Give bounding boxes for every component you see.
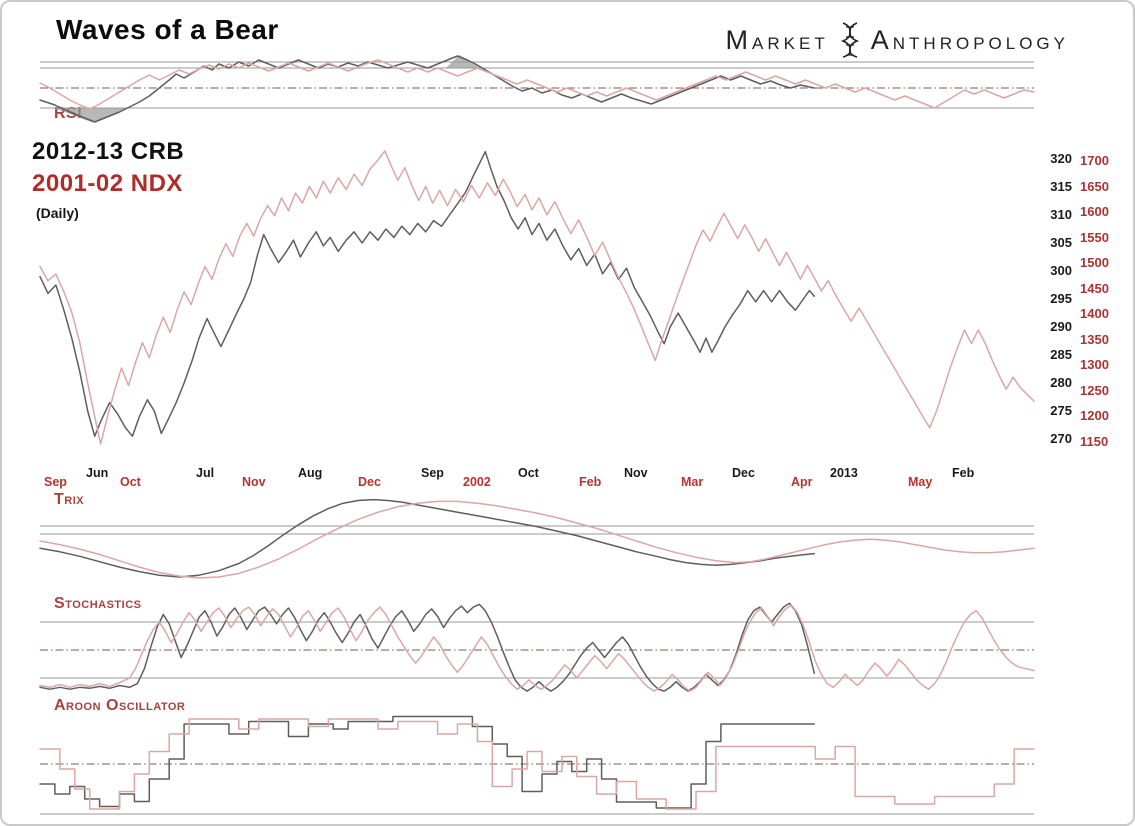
legend-frequency: (Daily) bbox=[36, 205, 79, 221]
x-axis-labels: Sep Jun Oct Jul Nov Aug Dec Sep 2002 Oct Feb Nov Mar… bbox=[2, 464, 1133, 490]
x-axis-label-nov: Nov bbox=[624, 466, 648, 480]
x-axis-label-apr: Apr bbox=[791, 475, 813, 489]
aroon-panel-label: Aroon Oscillator bbox=[54, 697, 186, 714]
2001-02-ndx-rsi-line bbox=[39, 59, 1035, 110]
x-axis-label-2002: 2002 bbox=[463, 475, 491, 489]
brand-rest-market: ARKET bbox=[752, 33, 829, 53]
trix-panel bbox=[39, 490, 1035, 590]
x-axis-label-mar: Mar bbox=[681, 475, 704, 489]
ndx-axis-value: 1500 bbox=[1080, 255, 1109, 270]
rsi-panel bbox=[39, 55, 1035, 130]
2001-02-ndx-line bbox=[39, 150, 1035, 445]
ndx-axis-value: 1300 bbox=[1080, 357, 1109, 372]
ndx-axis-value: 1400 bbox=[1080, 306, 1109, 321]
ndx-axis-value: 1600 bbox=[1080, 204, 1109, 219]
2012-13-crb-stochastics-line bbox=[39, 602, 816, 692]
x-axis-label-jul: Jul bbox=[196, 466, 215, 480]
stochastics-panel bbox=[39, 598, 1035, 696]
x-axis-label-2013: 2013 bbox=[830, 466, 858, 480]
stochastics-panel-label: Stochastics bbox=[54, 595, 142, 612]
brand-cap-m: M bbox=[725, 24, 753, 55]
chart-legend: 2012-13 CRB 2001-02 NDX (Daily) bbox=[32, 138, 184, 221]
ndx-axis-value: 1250 bbox=[1080, 382, 1109, 398]
legend-crb: 2012-13 CRB bbox=[32, 138, 185, 165]
2012-13-crb-line bbox=[39, 150, 816, 437]
crb-axis-value: 315 bbox=[1050, 179, 1072, 194]
crb-axis-value: 305 bbox=[1050, 235, 1072, 250]
rsi-shaded-area bbox=[51, 108, 128, 122]
2001-02-ndx-aroon-oscillator-line bbox=[39, 718, 1035, 810]
2012-13-crb-aroon-oscillator-line bbox=[39, 715, 816, 809]
brand-cap-a: A bbox=[870, 24, 893, 55]
ndx-axis-value: 1450 bbox=[1080, 280, 1109, 296]
stochastics-chart bbox=[39, 602, 1035, 692]
aroon-panel bbox=[39, 702, 1035, 817]
x-axis-label-nov: Nov bbox=[242, 475, 266, 489]
trix-chart bbox=[39, 498, 1035, 579]
x-axis-label-sep: Sep bbox=[44, 475, 67, 489]
ndx-axis-value: 1150 bbox=[1080, 433, 1109, 449]
brand-rest-anthropology: NTHROPOLOGY bbox=[892, 33, 1069, 53]
2012-13-crb-trix-line bbox=[39, 498, 816, 578]
brand-logo: M ARKET A NTHROPOLOGY bbox=[726, 22, 1069, 58]
price-chart bbox=[39, 150, 1035, 445]
x-axis-label-jun: Jun bbox=[86, 466, 109, 480]
ndx-axis-value: 1350 bbox=[1080, 331, 1109, 347]
rsi-shaded-area bbox=[445, 55, 482, 68]
crb-axis-value: 280 bbox=[1050, 375, 1072, 390]
crb-axis-value: 300 bbox=[1050, 263, 1072, 278]
x-axis-label-oct: Oct bbox=[518, 466, 539, 480]
x-axis-label-dec: Dec bbox=[358, 475, 381, 489]
x-axis-label-feb: Feb bbox=[952, 466, 975, 480]
trix-panel-label: Trix bbox=[54, 491, 85, 508]
x-axis-label-feb: Feb bbox=[579, 475, 602, 489]
crb-axis-value: 295 bbox=[1050, 291, 1072, 306]
price-panel bbox=[39, 145, 1035, 465]
x-axis-label-aug: Aug bbox=[298, 466, 323, 480]
legend-ndx: 2001-02 NDX bbox=[32, 170, 183, 197]
2001-02-ndx-stochastics-line bbox=[39, 604, 1035, 692]
ndx-axis-value: 1650 bbox=[1080, 178, 1109, 194]
crb-axis-value: 310 bbox=[1050, 207, 1072, 222]
x-axis-label-dec: Dec bbox=[732, 466, 755, 480]
aroon-chart bbox=[39, 715, 1035, 815]
dna-icon bbox=[840, 22, 859, 58]
x-axis-label-may: May bbox=[908, 475, 933, 489]
crb-axis-value: 290 bbox=[1050, 319, 1072, 334]
ndx-axis-value: 1200 bbox=[1080, 408, 1109, 423]
crb-axis-value: 270 bbox=[1050, 431, 1072, 446]
ndx-axis-value: 1700 bbox=[1080, 153, 1109, 168]
2012-13-crb-rsi-line bbox=[39, 55, 816, 123]
ndx-axis-value: 1550 bbox=[1080, 229, 1109, 245]
brand-word-market: M ARKET bbox=[726, 25, 829, 56]
x-axis-label-sep: Sep bbox=[421, 466, 444, 480]
page-title: Waves of a Bear bbox=[56, 14, 279, 45]
crb-axis-value: 320 bbox=[1050, 151, 1072, 166]
crb-axis-value: 285 bbox=[1050, 347, 1072, 362]
rsi-chart bbox=[39, 55, 1035, 123]
brand-word-anthropology: A NTHROPOLOGY bbox=[871, 25, 1069, 56]
x-axis-label-oct: Oct bbox=[120, 475, 141, 489]
crb-axis-value: 275 bbox=[1050, 403, 1072, 418]
2001-02-ndx-trix-line bbox=[39, 500, 1035, 579]
